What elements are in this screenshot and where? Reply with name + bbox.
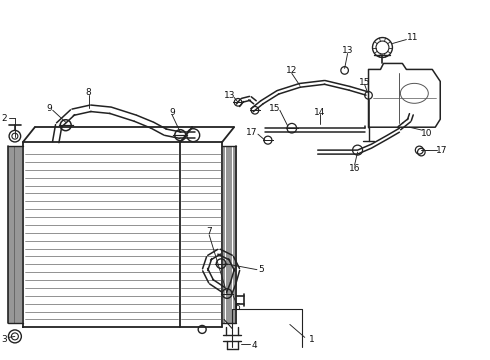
- Text: 13: 13: [342, 46, 353, 55]
- Text: 1: 1: [309, 335, 315, 344]
- Text: 2: 2: [1, 114, 7, 123]
- Text: 16: 16: [349, 163, 360, 172]
- Text: 15: 15: [359, 78, 370, 87]
- Text: 4: 4: [251, 341, 257, 350]
- Text: 12: 12: [286, 66, 297, 75]
- Text: 17: 17: [436, 145, 447, 154]
- Text: 9: 9: [170, 108, 175, 117]
- Text: 15: 15: [269, 104, 281, 113]
- Text: 7: 7: [206, 227, 212, 236]
- Text: 8: 8: [86, 88, 92, 97]
- Text: 6: 6: [234, 303, 240, 312]
- Text: 11: 11: [407, 33, 418, 42]
- Text: 13: 13: [224, 91, 236, 100]
- Text: 10: 10: [420, 129, 432, 138]
- Text: 5: 5: [258, 265, 264, 274]
- Text: 14: 14: [314, 108, 325, 117]
- Text: 9: 9: [46, 104, 51, 113]
- Text: 17: 17: [246, 128, 258, 137]
- Text: 3: 3: [1, 335, 7, 344]
